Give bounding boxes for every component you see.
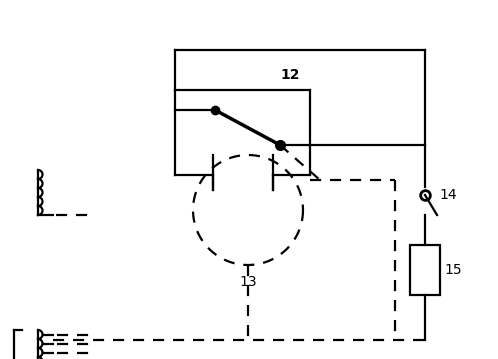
Text: 14: 14 bbox=[439, 188, 457, 202]
Text: 12: 12 bbox=[280, 68, 300, 82]
Bar bbox=[410, 245, 440, 295]
Text: 13: 13 bbox=[239, 275, 257, 289]
Text: 15: 15 bbox=[444, 263, 462, 277]
